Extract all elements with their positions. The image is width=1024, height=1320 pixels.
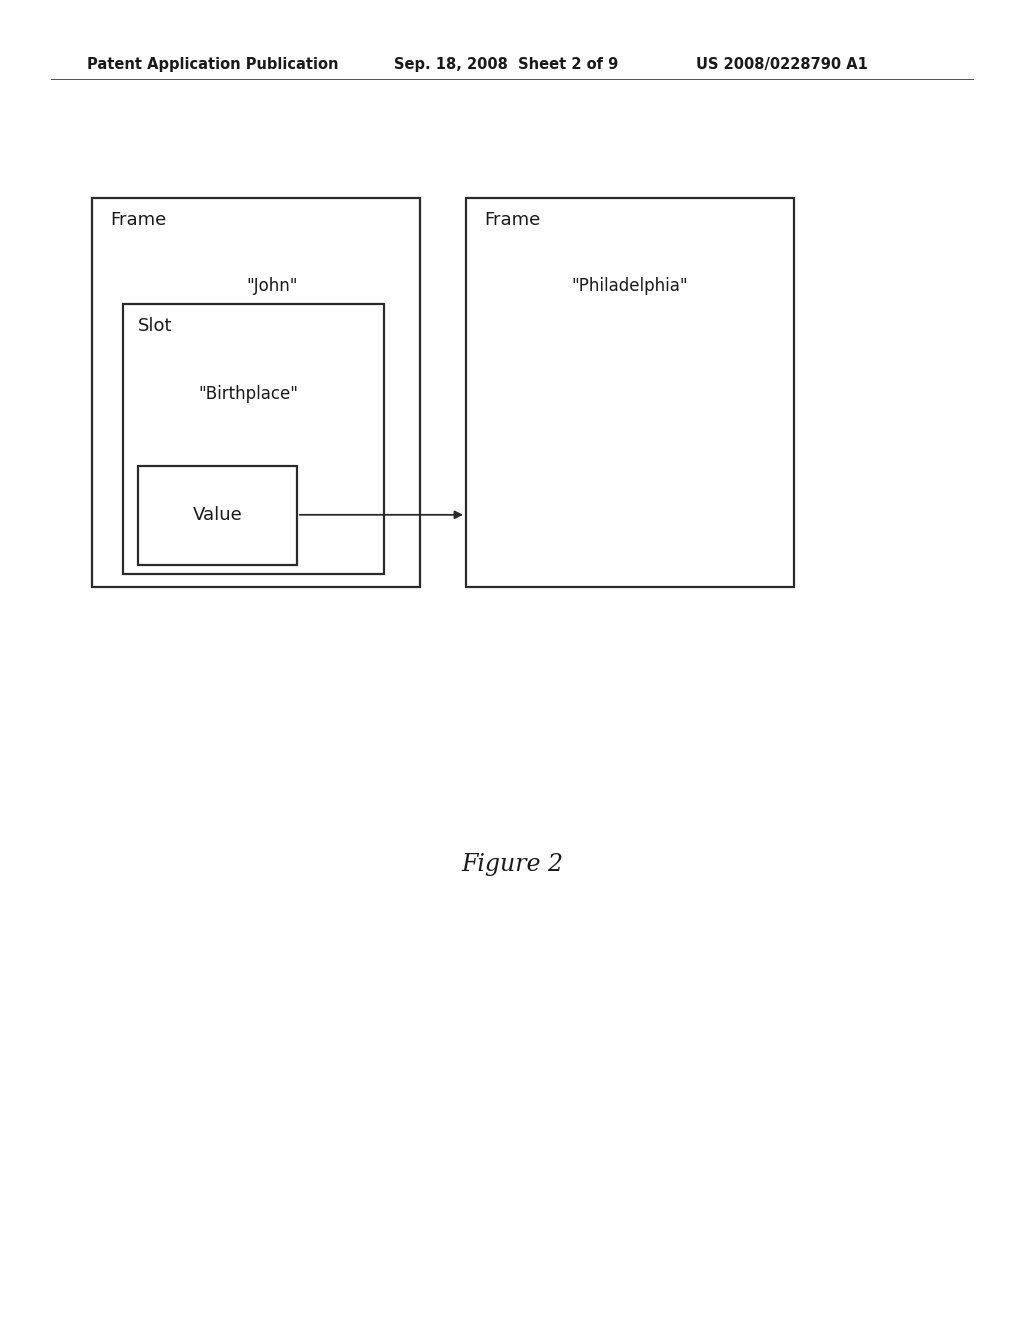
Text: "Birthplace": "Birthplace" xyxy=(199,385,298,404)
Bar xyxy=(123,304,384,574)
Text: Frame: Frame xyxy=(484,211,541,230)
Text: Slot: Slot xyxy=(138,317,173,335)
Text: Frame: Frame xyxy=(111,211,167,230)
Bar xyxy=(138,466,297,565)
Text: Patent Application Publication: Patent Application Publication xyxy=(87,57,339,73)
Bar xyxy=(92,198,420,587)
Text: US 2008/0228790 A1: US 2008/0228790 A1 xyxy=(696,57,868,73)
FancyArrowPatch shape xyxy=(300,511,461,519)
Text: Value: Value xyxy=(193,507,243,524)
Text: "John": "John" xyxy=(247,277,298,296)
Text: Sep. 18, 2008  Sheet 2 of 9: Sep. 18, 2008 Sheet 2 of 9 xyxy=(394,57,618,73)
Text: "Philadelphia": "Philadelphia" xyxy=(571,277,688,296)
Text: Figure 2: Figure 2 xyxy=(461,853,563,876)
Bar xyxy=(466,198,794,587)
